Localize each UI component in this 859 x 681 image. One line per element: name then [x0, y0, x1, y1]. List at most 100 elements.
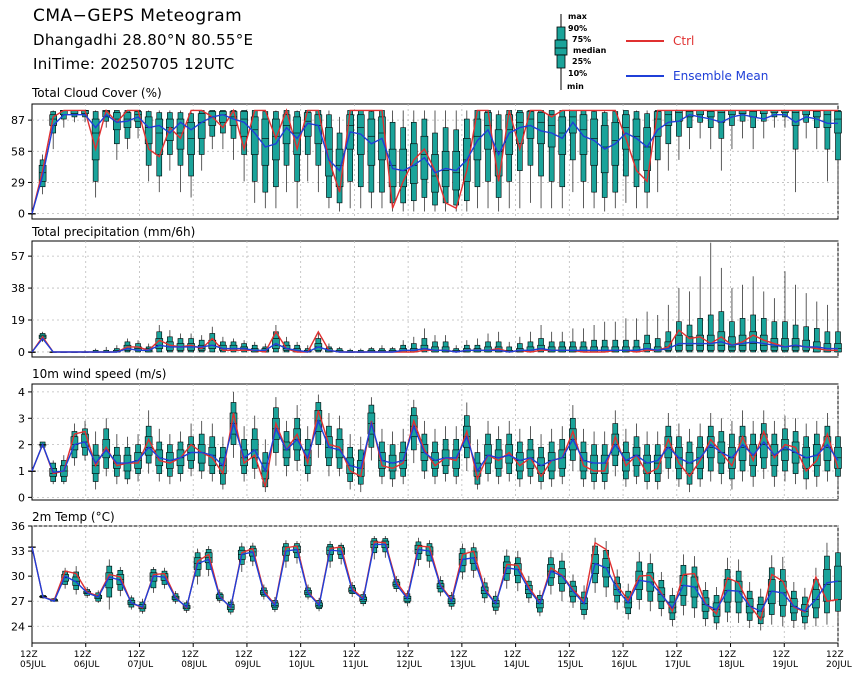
legend-boxplot-key: max 90% 75% median 25% 10% min [554, 12, 607, 91]
boxplot [611, 110, 620, 209]
boxplot [770, 110, 779, 128]
boxplot [484, 333, 492, 353]
boxplot [696, 110, 704, 139]
boxplot [611, 321, 620, 353]
box-p10-p90 [782, 321, 788, 353]
boxplot [105, 559, 114, 610]
boxplot [441, 335, 450, 353]
boxplot [399, 428, 407, 485]
x-tick-time-label: 12Z [719, 650, 737, 660]
boxplot [28, 470, 36, 472]
boxplot [431, 335, 439, 353]
boxplot [399, 110, 407, 212]
boxplot [558, 110, 567, 209]
y-tick-label: 0 [18, 491, 25, 504]
box-p25-p75 [579, 114, 588, 155]
boxplot [272, 110, 280, 209]
y-tick-label: 38 [11, 282, 25, 295]
panel-title: Total precipitation (mm/6h) [31, 225, 195, 239]
figure-title: CMA−GEPS Meteogram [33, 6, 243, 26]
boxplot [60, 110, 68, 128]
x-tick-date-label: 14JUL [504, 660, 530, 670]
boxplot [547, 110, 556, 209]
x-tick-time-label: 12Z [235, 650, 253, 660]
panel-title: 10m wind speed (m/s) [32, 367, 166, 381]
box-p25-p75 [622, 452, 630, 472]
x-tick-time-label: 12Z [772, 650, 790, 660]
box-p25-p75 [250, 439, 259, 459]
ensemble-mean-series-line [31, 418, 839, 474]
boxplot [685, 291, 694, 353]
boxplot [622, 110, 630, 203]
box-p25-p75 [600, 454, 609, 474]
box-p25-p75 [791, 338, 800, 351]
boxplot [558, 426, 567, 485]
x-tick-date-label: 08JUL [181, 660, 207, 670]
boxplot [28, 351, 36, 353]
boxplot [590, 325, 598, 353]
x-tick-date-label: 11JUL [342, 660, 368, 670]
legend-inner-box [554, 39, 568, 56]
boxplot [738, 410, 747, 482]
box-p25-p75 [611, 346, 620, 353]
y-tick-label: 0 [18, 208, 25, 221]
box-p25-p75 [229, 344, 238, 351]
y-tick-label: 19 [11, 314, 25, 327]
boxplot [558, 331, 567, 353]
box-p25-p75 [558, 346, 567, 353]
y-tick-label: 27 [11, 595, 25, 608]
boxplot [643, 311, 651, 353]
boxplot [600, 110, 609, 212]
boxplot [250, 110, 259, 203]
boxplot [378, 110, 386, 209]
box-p25-p75 [717, 331, 726, 351]
boxplot [123, 436, 132, 485]
box-p25-p75 [622, 346, 630, 353]
boxplot [622, 318, 630, 353]
box-p10-p90 [707, 314, 714, 353]
x-tick-time-label: 12Z [826, 650, 844, 660]
boxplot [113, 110, 121, 160]
boxplot [473, 110, 482, 209]
boxplot [505, 341, 514, 353]
y-tick-label: 58 [11, 145, 25, 158]
boxplot [367, 110, 376, 209]
boxplot [653, 314, 662, 353]
boxplot [767, 555, 776, 625]
boxplot [272, 325, 280, 353]
boxplot [590, 110, 598, 209]
boxplot [812, 110, 821, 150]
y-tick-label: 30 [11, 570, 25, 583]
boxplot [208, 423, 217, 482]
boxplot [197, 335, 206, 353]
box-p25-p75 [219, 111, 227, 123]
box-p25-p75 [505, 444, 514, 464]
boxplot [388, 431, 397, 487]
boxplot [261, 110, 270, 209]
y-tick-label: 1 [18, 465, 25, 478]
y-tick-label: 36 [11, 520, 25, 533]
boxplot [600, 431, 609, 490]
boxplot [293, 110, 301, 209]
x-tick-time-label: 12Z [289, 650, 307, 660]
box-p25-p75 [590, 454, 598, 474]
legend-p75-label: 75% [572, 35, 591, 44]
panel-title: 2m Temp (°C) [32, 510, 115, 524]
legend-p90-label: 90% [568, 24, 587, 33]
x-tick-date-label: 07JUL [127, 660, 153, 670]
box-p25-p75 [622, 114, 630, 150]
boxplot [823, 110, 832, 182]
boxplot [452, 110, 461, 212]
box-p25-p75 [282, 114, 291, 145]
legend-p10-label: 10% [568, 69, 587, 78]
x-tick-date-label: 18JUL [719, 660, 745, 670]
boxplot [790, 581, 798, 628]
boxplot [812, 301, 821, 353]
box-p25-p75 [547, 114, 556, 148]
legend-ctrl-label: Ctrl [673, 34, 694, 48]
panel-precip: 0 19 38 57 Total precipitation (mm/6h) [11, 225, 842, 359]
init-time-label: IniTime: 20250705 12UTC [33, 55, 235, 73]
panel-title: Total Cloud Cover (%) [31, 86, 162, 100]
boxplot [367, 346, 376, 353]
